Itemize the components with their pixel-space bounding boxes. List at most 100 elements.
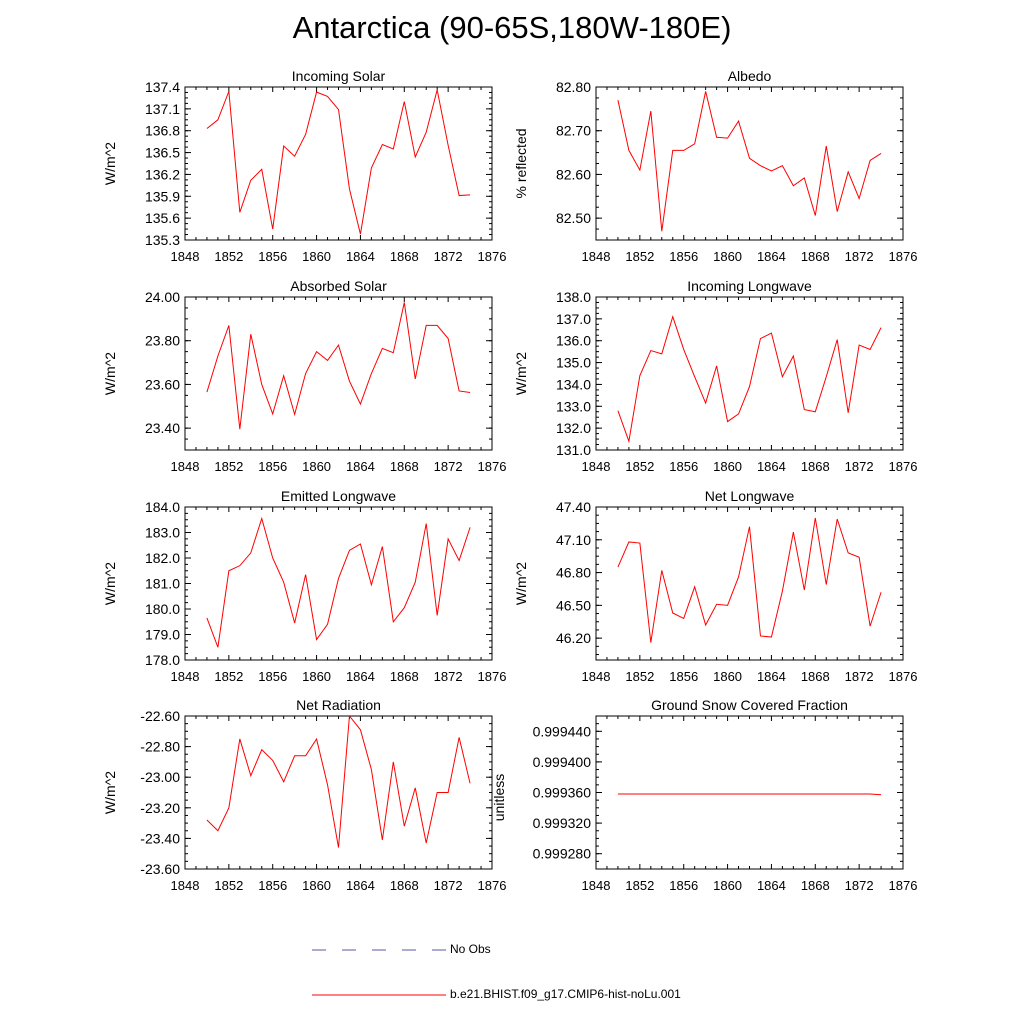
x-tick-label: 1864 [346, 249, 375, 264]
x-tick-label: 1860 [713, 459, 742, 474]
y-tick-label: 137.1 [145, 101, 180, 117]
x-tick-label: 1872 [434, 249, 463, 264]
x-tick-label: 1852 [214, 249, 243, 264]
x-tick-label: 1856 [258, 669, 287, 684]
x-tick-label: 1860 [713, 878, 742, 893]
x-tick-label: 1864 [346, 878, 375, 893]
x-tick-label: 1868 [390, 459, 419, 474]
y-tick-label: 136.2 [145, 166, 180, 182]
x-tick-label: 1860 [302, 878, 331, 893]
y-tick-label: 137.4 [145, 79, 180, 95]
panel-title: Incoming Longwave [687, 278, 812, 294]
y-tick-label: 183.0 [145, 525, 180, 541]
y-tick-label: 134.0 [556, 376, 591, 392]
legend-obs-label: No Obs [450, 942, 491, 956]
x-tick-label: 1864 [757, 669, 786, 684]
y-axis-label: W/m^2 [102, 142, 118, 185]
y-tick-label: -22.60 [140, 708, 180, 724]
y-tick-label: 82.50 [556, 210, 591, 226]
x-tick-label: 1860 [302, 459, 331, 474]
panel-incoming-longwave: Incoming Longwave W/m^2 1848 1852 1856 1860 18… [513, 278, 917, 474]
y-tick-label: -23.60 [140, 861, 180, 877]
y-tick-label: 23.60 [145, 376, 180, 392]
x-tick-label: 1868 [801, 459, 830, 474]
panel-title: Emitted Longwave [281, 488, 396, 504]
y-tick-label: -23.00 [140, 769, 180, 785]
y-tick-label: 135.0 [556, 355, 591, 371]
y-tick-label: 179.0 [145, 627, 180, 643]
x-tick-label: 1848 [171, 878, 200, 893]
y-tick-label: -23.20 [140, 800, 180, 816]
series-line [617, 517, 882, 643]
panel-title: Incoming Solar [292, 68, 386, 84]
y-tick-label: 46.80 [556, 565, 591, 581]
panel-incoming-solar: Incoming Solar W/m^2 1848 1852 1856 1860 1864 1… [102, 68, 506, 264]
x-tick-label: 1848 [582, 878, 611, 893]
x-tick-label: 1848 [582, 459, 611, 474]
y-tick-label: 131.0 [556, 442, 591, 458]
figure-title: Antarctica (90-65S,180W-180E) [292, 10, 732, 45]
panel-ground-snow-covered-fraction: Ground Snow Covered Fraction unitless 1848… [491, 697, 917, 893]
y-axis-label: W/m^2 [513, 562, 529, 605]
panel-net-longwave: Net Longwave W/m^2 1848 1852 1856 1860 1864 186… [513, 488, 917, 684]
y-tick-label: 138.0 [556, 289, 591, 305]
y-axis-label: W/m^2 [102, 562, 118, 605]
x-tick-label: 1852 [625, 459, 654, 474]
panel-emitted-longwave: Emitted Longwave W/m^2 1848 1852 1856 1860 186… [102, 488, 506, 684]
y-tick-label: 46.20 [556, 630, 591, 646]
x-tick-label: 1868 [801, 878, 830, 893]
x-tick-label: 1876 [478, 669, 507, 684]
x-tick-label: 1876 [889, 669, 918, 684]
x-tick-label: 1852 [625, 878, 654, 893]
x-tick-label: 1872 [434, 459, 463, 474]
x-tick-label: 1852 [214, 669, 243, 684]
y-tick-label: 0.999320 [533, 815, 592, 831]
x-tick-label: 1868 [390, 669, 419, 684]
y-tick-label: 133.0 [556, 398, 591, 414]
panel-absorbed-solar: Absorbed Solar W/m^2 1848 1852 1856 1860 1864 1… [102, 278, 506, 474]
x-tick-label: 1848 [582, 669, 611, 684]
y-tick-label: 184.0 [145, 499, 180, 515]
y-tick-label: 135.9 [145, 188, 180, 204]
panel-title: Ground Snow Covered Fraction [651, 697, 848, 713]
series-line [617, 91, 882, 232]
x-tick-label: 1876 [889, 459, 918, 474]
y-tick-label: 135.6 [145, 210, 180, 226]
x-tick-label: 1876 [889, 249, 918, 264]
x-tick-label: 1856 [258, 878, 287, 893]
y-tick-label: 24.00 [145, 289, 180, 305]
x-tick-label: 1864 [757, 249, 786, 264]
x-tick-label: 1868 [801, 249, 830, 264]
x-tick-label: 1876 [478, 249, 507, 264]
x-tick-label: 1856 [669, 249, 698, 264]
x-tick-label: 1868 [801, 669, 830, 684]
y-tick-label: -22.80 [140, 739, 180, 755]
x-tick-label: 1860 [302, 669, 331, 684]
x-tick-label: 1852 [625, 669, 654, 684]
x-tick-label: 1876 [889, 878, 918, 893]
x-tick-label: 1856 [669, 669, 698, 684]
x-tick-label: 1872 [845, 249, 874, 264]
x-tick-label: 1856 [258, 249, 287, 264]
x-tick-label: 1864 [757, 878, 786, 893]
y-tick-label: 132.0 [556, 420, 591, 436]
y-axis-label: % reflected [513, 128, 529, 198]
y-tick-label: 136.5 [145, 145, 180, 161]
x-tick-label: 1856 [669, 878, 698, 893]
y-tick-label: 0.999440 [533, 723, 592, 739]
y-axis-label: W/m^2 [513, 352, 529, 395]
y-tick-label: -23.40 [140, 830, 180, 846]
x-tick-label: 1864 [757, 459, 786, 474]
y-tick-label: 46.50 [556, 597, 591, 613]
series-line [206, 89, 471, 235]
x-tick-label: 1872 [434, 669, 463, 684]
y-tick-label: 180.0 [145, 601, 180, 617]
x-tick-label: 1872 [845, 459, 874, 474]
panel-title: Net Radiation [296, 697, 381, 713]
x-tick-label: 1848 [171, 669, 200, 684]
y-axis-label: W/m^2 [102, 352, 118, 395]
x-tick-label: 1864 [346, 459, 375, 474]
panel-title: Net Longwave [705, 488, 795, 504]
